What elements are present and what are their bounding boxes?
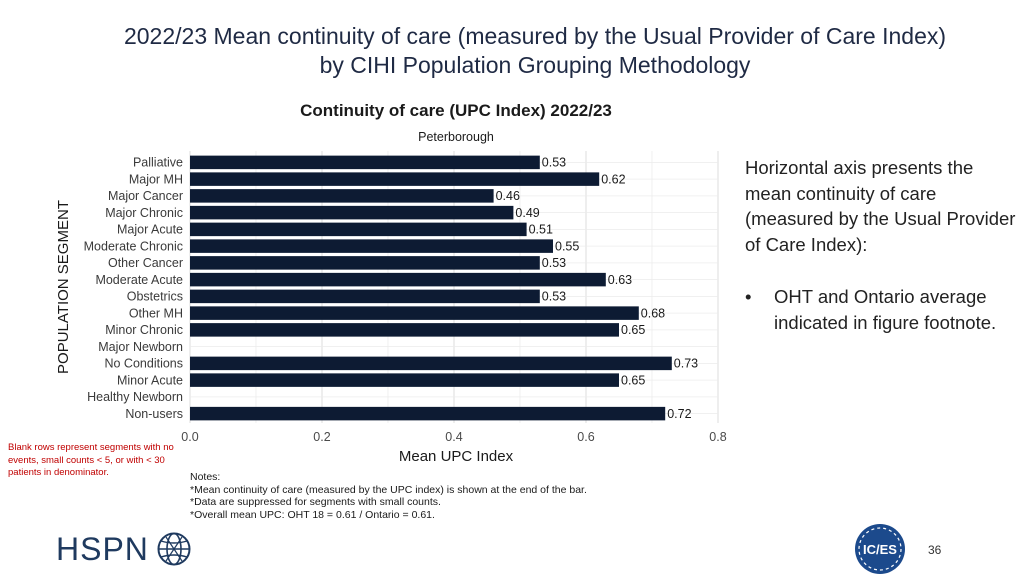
page-number: 36 <box>928 543 942 557</box>
bar-value-label: 0.55 <box>555 239 579 253</box>
category-label: Minor Acute <box>117 373 183 387</box>
bar <box>190 323 619 337</box>
bar-value-label: 0.49 <box>515 206 539 220</box>
x-tick-label: 0.4 <box>445 430 462 444</box>
ices-logo: IC/ES <box>855 524 905 574</box>
chart-subtitle: Peterborough <box>418 130 494 144</box>
notes-heading: Notes: <box>190 471 221 483</box>
bar <box>190 189 494 203</box>
category-label: No Conditions <box>104 357 183 371</box>
chart-title: Continuity of care (UPC Index) 2022/23 <box>300 101 612 120</box>
category-label: Major Acute <box>117 223 183 237</box>
axis-description: Horizontal axis presents the mean contin… <box>745 157 1016 255</box>
bar <box>190 155 540 170</box>
bar <box>190 406 666 421</box>
x-tick-label: 0.0 <box>181 430 198 444</box>
slide-title: 2022/23 Mean continuity of care (measure… <box>40 22 1024 80</box>
slide-title-line-1: 2022/23 Mean continuity of care (measure… <box>123 23 947 49</box>
category-label: Obstetrics <box>127 290 183 304</box>
x-tick-label: 0.6 <box>577 430 594 444</box>
category-label: Palliative <box>133 156 183 170</box>
bar <box>190 356 672 371</box>
bar <box>190 239 553 253</box>
note-line-2: *Data are suppressed for segments with s… <box>190 496 441 508</box>
bar <box>190 205 514 220</box>
category-labels: Palliative Major MH Major Cancer Major Chro… <box>84 156 183 421</box>
category-label: Major Newborn <box>98 340 183 354</box>
bar-value-label: 0.53 <box>542 156 566 170</box>
y-axis-label: POPULATION SEGMENT <box>55 200 72 374</box>
bullet-text: OHT and Ontario average indicated in fig… <box>774 286 997 333</box>
bar-value-label: 0.53 <box>542 290 566 304</box>
category-label: Major Chronic <box>105 206 183 220</box>
category-label: Moderate Chronic <box>84 239 183 253</box>
bar <box>190 373 619 387</box>
bullet-symbol: • <box>745 286 752 307</box>
blank-rows-note: Blank rows represent segments with no ev… <box>8 442 174 478</box>
bar <box>190 222 527 237</box>
bar-value-label: 0.63 <box>608 273 632 287</box>
category-label: Moderate Acute <box>95 273 183 287</box>
slide-title-line-2: by CIHI Population Grouping Methodology <box>319 52 751 78</box>
category-label: Non-users <box>125 407 183 421</box>
bar <box>190 256 540 270</box>
bar-value-label: 0.72 <box>667 407 691 421</box>
category-label: Major Cancer <box>108 189 183 203</box>
bar <box>190 306 639 320</box>
x-tick-labels: 0.0 0.2 0.4 0.6 0.8 <box>181 430 726 444</box>
x-tick-label: 0.8 <box>709 430 726 444</box>
bar-value-label: 0.62 <box>601 172 625 186</box>
bar-value-label: 0.53 <box>542 256 566 270</box>
bar-value-label: 0.46 <box>496 189 520 203</box>
category-label: Major MH <box>129 172 183 186</box>
value-labels: 0.53 0.62 0.46 0.49 0.510.55 0.53 0.63 0.53 0.68… <box>496 156 699 421</box>
bar-value-label: 0.51 <box>529 223 553 237</box>
bar-value-label: 0.65 <box>621 323 645 337</box>
ices-logo-text: IC/ES <box>863 542 897 557</box>
bar-value-label: 0.68 <box>641 306 665 320</box>
bar-value-label: 0.73 <box>674 357 698 371</box>
category-label: Minor Chronic <box>105 323 183 337</box>
globe-icon <box>157 532 191 566</box>
bar <box>190 272 606 287</box>
bar <box>190 289 540 304</box>
hspn-logo-text: HSPN <box>56 530 149 567</box>
x-axis-label: Mean UPC Index <box>399 448 514 465</box>
bar <box>190 172 600 186</box>
bar-value-label: 0.65 <box>621 373 645 387</box>
hspn-logo: HSPN <box>56 529 191 569</box>
chart-notes: Notes: *Mean continuity of care (measure… <box>190 471 710 521</box>
category-label: Other MH <box>129 306 183 320</box>
bars <box>190 155 672 421</box>
note-line-3: *Overall mean UPC: OHT 18 = 0.61 / Ontar… <box>190 508 435 521</box>
note-line-1: *Mean continuity of care (measured by th… <box>190 483 587 496</box>
category-label: Healthy Newborn <box>87 390 183 404</box>
x-tick-label: 0.2 <box>313 430 330 444</box>
category-label: Other Cancer <box>108 256 183 270</box>
